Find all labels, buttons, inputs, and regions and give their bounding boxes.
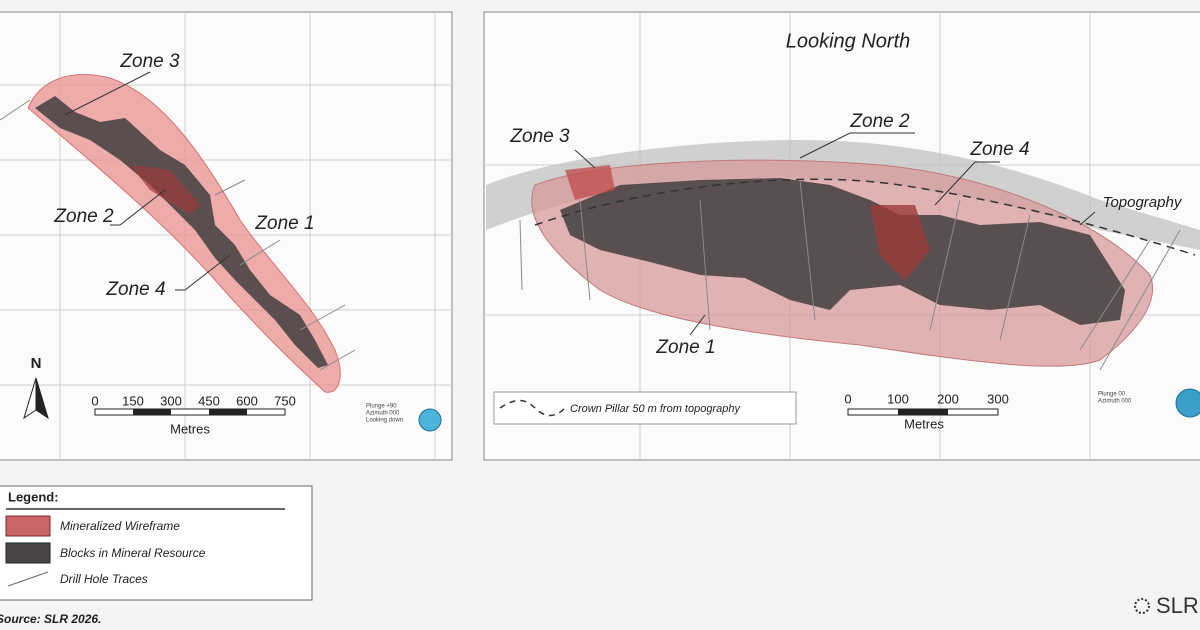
scale-tick-label: 200 [937,391,959,406]
zone-label: Zone 3 [509,126,570,147]
leader-lines [574,132,1096,336]
drill-traces [519,179,1181,371]
scale-tick-label: 300 [160,393,182,408]
mineralized-wireframe [27,74,341,393]
wireframe-zone3 [565,165,615,200]
view-info: Azimuth 000 [1098,399,1132,405]
view-info: Plunge 00 [1098,392,1126,398]
logo-text: SLR [1156,593,1199,618]
drill-traces [0,99,356,371]
logo: SLR [1134,593,1199,618]
zone-label: Zone 1 [254,213,314,234]
scale-tick-label: 600 [236,393,258,408]
crown-pillar-key: Crown Pillar 50 m from topography [493,391,797,425]
view-title: Looking North [786,30,911,52]
legend-item: Mineralized Wireframe [60,519,180,533]
resource-blocks [35,96,328,368]
scale-unit: Metres [170,421,210,436]
legend-item: Blocks in Mineral Resource [60,546,206,560]
legend: Legend: Mineralized Wireframe Blocks in … [0,485,313,601]
source-note: Source: SLR 2026. [0,612,101,626]
legend-swatch [7,571,49,587]
scale-bar: Metres 0 150 300 450 600 750 [91,393,295,436]
legend-swatch [5,515,51,537]
scale-tick-label: 150 [122,393,144,408]
zone-label: Zone 2 [849,111,910,132]
view-info: Plunge +90 [366,404,397,410]
legend-swatch [5,542,51,564]
scale-tick-label: 750 [274,393,296,408]
north-arrow: N [23,355,49,420]
plan-view-panel: Zone 3 Zone 2 Zone 1 Zone 4 N Metres 0 15… [0,11,453,461]
leader-lines [64,71,231,291]
zone-label: Zone 1 [655,337,715,358]
scale-bar: Metres 0 100 200 300 [844,391,1008,431]
crown-pillar-line [534,178,1196,256]
scale-tick-label: 450 [198,393,220,408]
scale-tick-label: 300 [987,391,1009,406]
legend-title: Legend: [8,489,59,504]
view-globe [418,408,442,432]
scale-tick-label: 100 [887,391,909,406]
zone-label: Zone 3 [119,51,180,72]
zone-label: Zone 4 [969,139,1029,160]
scale-unit: Metres [904,416,944,431]
scale-tick-label: 0 [844,391,851,406]
wireframe-zone4 [870,205,930,280]
view-globe [1175,388,1200,418]
zone-label: Zone 2 [53,206,114,227]
north-label: N [31,355,42,372]
zone-label: Zone 4 [105,279,165,300]
section-view-panel: Looking North Zone 3 Zone 2 Zone 4 Zone … [483,11,1200,461]
view-info: Looking down [366,418,403,424]
view-info: Azimuth 000 [366,411,400,417]
legend-item: Drill Hole Traces [60,572,148,586]
scale-tick-label: 0 [91,393,98,408]
topography-label: Topography [1103,194,1183,211]
legend-frame [0,485,313,601]
crown-pillar-label: Crown Pillar 50 m from topography [570,403,741,415]
